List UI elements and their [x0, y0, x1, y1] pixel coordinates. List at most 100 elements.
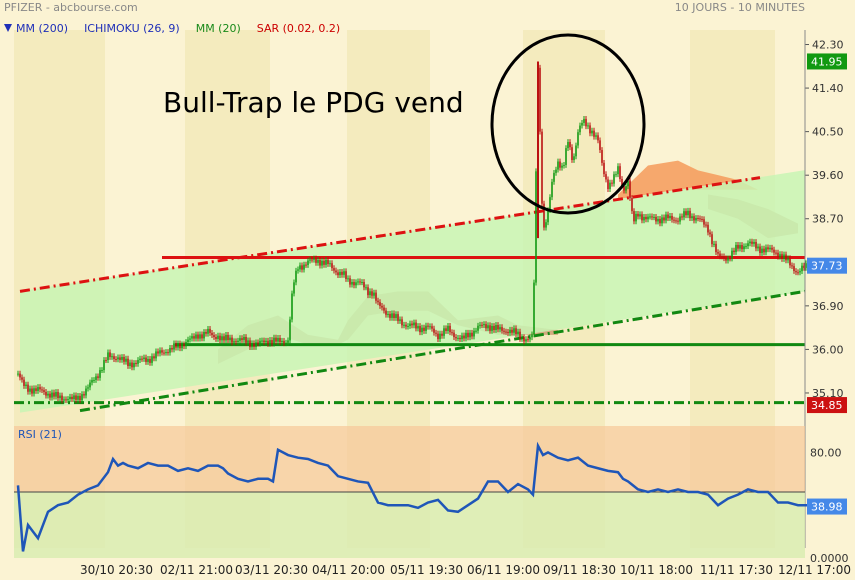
candle-body: [605, 174, 607, 180]
candle-body: [801, 265, 803, 272]
candle-body: [787, 258, 789, 261]
candle-body: [683, 211, 685, 218]
candle-body: [637, 213, 639, 217]
candle-body: [73, 395, 75, 400]
candle-body: [25, 384, 27, 386]
trend-channel-fill: [20, 170, 805, 413]
lower-trendline: [79, 289, 806, 413]
candle-body: [41, 389, 43, 391]
candle-body: [563, 164, 565, 166]
candle-body: [183, 344, 185, 347]
candle-body: [95, 376, 97, 380]
candle-body: [511, 329, 513, 333]
candle-body: [569, 141, 571, 148]
highlight-circle: [490, 33, 646, 215]
candle-body: [479, 324, 481, 326]
upper-trendline: [19, 176, 761, 293]
candle-body: [611, 182, 613, 184]
candle-body: [107, 352, 109, 361]
candle-body: [281, 340, 283, 343]
candle-body: [775, 252, 777, 254]
candle-body: [297, 269, 299, 271]
candle-body: [53, 392, 55, 397]
candle-body: [361, 282, 363, 284]
candle-body: [697, 218, 699, 220]
candle-body: [571, 147, 573, 161]
candle-body: [509, 329, 511, 334]
candle-body: [295, 270, 297, 283]
annotation-text: Bull-Trap le PDG vend: [163, 86, 464, 119]
candle-body: [279, 337, 281, 343]
candle-body: [547, 210, 549, 223]
candle-body: [209, 328, 211, 333]
candle-body: [31, 388, 33, 394]
time-tick-label: 06/11 19:00: [467, 563, 540, 577]
time-tick-label: 09/11 18:30: [543, 563, 616, 577]
candle-body: [389, 313, 391, 318]
candle-body: [151, 356, 153, 363]
price-tick-label: 38.70: [812, 213, 844, 226]
candle-body: [433, 328, 435, 333]
candle-body: [101, 370, 103, 372]
candle-body: [333, 268, 335, 271]
candle-body: [445, 328, 447, 331]
rsi-title: RSI (21): [18, 428, 62, 441]
candle-body: [639, 214, 641, 217]
candle-body: [109, 352, 111, 357]
candle-body: [371, 291, 373, 296]
candle-body: [123, 356, 125, 362]
candle-body: [83, 394, 85, 396]
candle-body: [513, 328, 515, 333]
candle-body: [275, 337, 277, 342]
candle-body: [177, 343, 179, 348]
candle-body: [67, 399, 69, 401]
candle-body: [211, 332, 213, 336]
price-label: 41.95: [811, 55, 843, 68]
candle-body: [427, 325, 429, 327]
candle-body: [425, 325, 427, 331]
candle-body: [243, 336, 245, 340]
candle-body: [349, 278, 351, 285]
candle-body: [439, 333, 441, 340]
candle-body: [689, 210, 691, 219]
candle-body: [93, 379, 95, 381]
candle-body: [265, 340, 267, 343]
candle-body: [403, 324, 405, 326]
candle-body: [231, 337, 233, 343]
price-tick-label: 36.90: [812, 300, 844, 313]
candle-body: [583, 118, 585, 123]
candle-body: [21, 377, 23, 380]
candle-body: [197, 334, 199, 339]
candle-body: [233, 341, 235, 343]
rsi-tick-label: 0.0000: [810, 552, 849, 565]
candle-body: [47, 393, 49, 396]
candle-body: [141, 358, 143, 360]
candle-body: [263, 340, 265, 343]
candle-body: [535, 171, 537, 283]
candle-body: [27, 384, 29, 392]
candle-body: [255, 342, 257, 347]
candle-body: [329, 263, 331, 265]
candle-body: [501, 327, 503, 331]
candle-body: [97, 376, 99, 378]
candle-body: [463, 335, 465, 339]
candle-body: [641, 214, 643, 221]
candle-body: [559, 161, 561, 168]
indicator-legend: MM (200) ICHIMOKU (26, 9) MM (20) SAR (0.02…: [4, 22, 340, 35]
candle-body: [753, 241, 755, 244]
candle-body: [599, 140, 601, 151]
candle-body: [557, 161, 559, 170]
rsi-value-box: [807, 498, 847, 515]
candle-body: [355, 282, 357, 286]
candle-body: [457, 337, 459, 339]
candle-body: [577, 132, 579, 146]
candle-body: [685, 211, 687, 216]
candle-body: [419, 326, 421, 333]
candle-body: [701, 218, 703, 220]
price-axis: 35.10 36.00 36.90 38.70 39.60 40.50 41.40 42.30: [804, 30, 844, 548]
candle-body: [761, 248, 763, 253]
candle-body: [267, 340, 269, 344]
candle-body: [121, 356, 123, 360]
candle-body: [481, 324, 483, 326]
time-tick-label: 04/11 20:00: [312, 563, 385, 577]
